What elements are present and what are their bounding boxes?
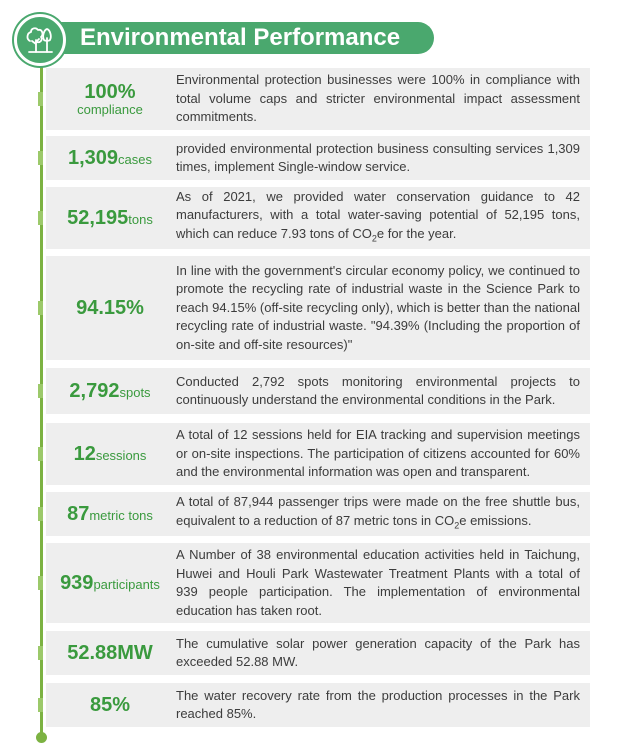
tree-icon [14, 14, 66, 66]
metric-value: 87metric tons [67, 503, 153, 525]
metric-value: 94.15% [76, 297, 144, 319]
list-item: 100% compliance Environmental protection… [38, 68, 590, 130]
metric-description: A Number of 38 environmental education a… [176, 547, 580, 618]
metric-value: 12sessions [73, 443, 147, 465]
metric-description: The cumulative solar power generation ca… [176, 635, 580, 670]
metric-description: Environmental protection businesses were… [176, 72, 580, 125]
header-banner [52, 22, 434, 54]
metric-value: 939participants [60, 572, 160, 594]
metric-value: 2,792spots [69, 380, 151, 402]
list-item: 1,309cases provided environmental protec… [38, 136, 590, 180]
metric-value: 1,309cases [67, 147, 153, 169]
metric-description: The water recovery rate from the product… [176, 687, 580, 722]
list-item: 94.15% In line with the government's cir… [38, 256, 590, 360]
metric-description: Conducted 2,792 spots monitoring environ… [176, 373, 580, 408]
list-item: 939participants A Number of 38 environme… [38, 543, 590, 623]
metric-value: 52.88MW [67, 642, 153, 664]
list-item: 2,792spots Conducted 2,792 spots monitor… [38, 368, 590, 414]
metric-description: provided environmental protection busine… [176, 140, 580, 175]
list-item: 85% The water recovery rate from the pro… [38, 683, 590, 727]
metric-value: 52,195tons [67, 207, 153, 229]
metric-description: A total of 87,944 passenger trips were m… [176, 494, 580, 531]
metric-description: A total of 12 sessions held for EIA trac… [176, 427, 580, 480]
metric-description: In line with the government's circular e… [176, 262, 580, 352]
page-title: Environmental Performance [80, 24, 401, 51]
list-item: 87metric tons A total of 87,944 passenge… [38, 492, 590, 536]
list-item: 52,195tons As of 2021, we provided water… [38, 187, 590, 249]
metric-value: 100% compliance [77, 80, 143, 117]
timeline-end-dot [36, 732, 47, 743]
list-item: 12sessions A total of 12 sessions held f… [38, 423, 590, 485]
metric-value: 85% [89, 694, 131, 716]
metric-description: As of 2021, we provided water conservati… [176, 188, 580, 244]
list-item: 52.88MW The cumulative solar power gener… [38, 631, 590, 675]
